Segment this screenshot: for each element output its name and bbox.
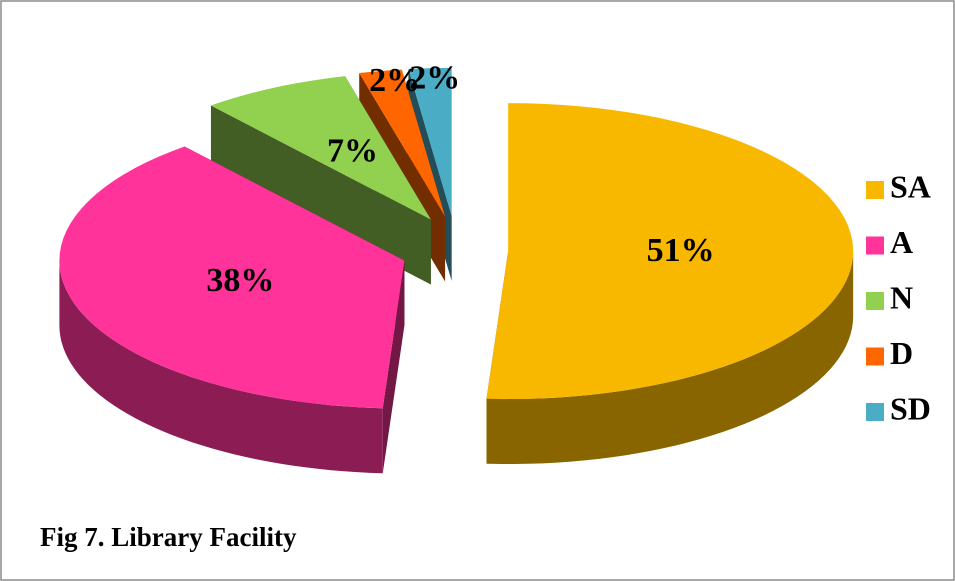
legend-swatch xyxy=(866,181,884,199)
legend-label: N xyxy=(890,279,913,315)
data-label: 2% xyxy=(409,59,460,96)
legend-label: D xyxy=(890,335,913,371)
data-label: 38% xyxy=(206,262,274,299)
data-label: 51% xyxy=(647,232,715,269)
data-label: 7% xyxy=(327,132,378,169)
slice-side xyxy=(210,105,431,285)
legend-label: SD xyxy=(890,390,931,426)
slice-wall xyxy=(486,251,854,465)
legend-swatch xyxy=(866,347,884,366)
legend-label: A xyxy=(890,224,913,260)
data-label: 2% xyxy=(369,62,420,99)
slice xyxy=(210,76,431,220)
legend-swatch xyxy=(866,236,884,255)
legend-swatch xyxy=(866,403,884,421)
slice xyxy=(359,69,446,217)
slice xyxy=(408,67,452,216)
legend-swatch xyxy=(866,292,884,310)
slice xyxy=(59,146,405,409)
slice-wall xyxy=(59,260,383,474)
slice xyxy=(486,103,854,400)
legend-label: SA xyxy=(890,168,931,204)
chart-title: Fig 7. Library Facility xyxy=(40,522,297,552)
